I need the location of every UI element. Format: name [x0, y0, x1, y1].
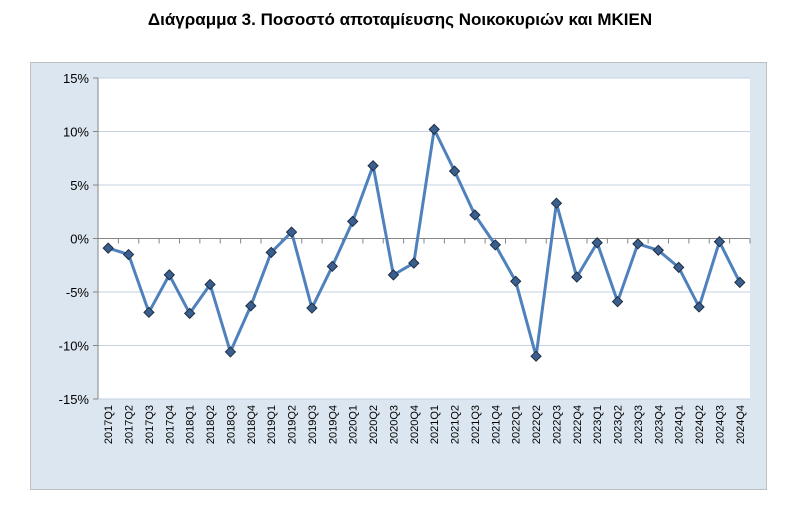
x-tick-label: 2024Q2 — [694, 405, 706, 444]
data-point-marker — [102, 242, 114, 254]
y-tick-label: -10% — [59, 339, 90, 354]
data-point-marker — [489, 239, 502, 251]
data-point-marker — [509, 275, 522, 288]
data-point-marker — [652, 244, 665, 256]
data-point-marker — [285, 226, 298, 238]
data-point-marker — [734, 276, 746, 289]
x-tick-label: 2021Q1 — [429, 405, 441, 444]
x-tick-label: 2022Q2 — [531, 405, 543, 444]
data-point-marker — [469, 209, 481, 221]
series-group — [102, 123, 746, 362]
x-tick-label: 2018Q3 — [225, 405, 237, 444]
data-point-marker — [306, 302, 318, 314]
data-point-marker — [143, 306, 155, 319]
x-tick-label: 2018Q4 — [246, 405, 258, 444]
data-point-marker — [571, 271, 583, 283]
x-tick-label: 2021Q4 — [490, 405, 502, 444]
data-point-marker — [530, 350, 542, 362]
data-point-marker — [245, 300, 257, 312]
data-point-marker — [550, 197, 563, 209]
x-tick-label: 2024Q4 — [735, 405, 747, 444]
x-tick-label: 2019Q3 — [307, 405, 319, 444]
data-point-marker — [387, 269, 400, 281]
x-tick-label: 2023Q2 — [613, 405, 625, 444]
x-tick-label: 2023Q3 — [633, 405, 645, 444]
data-point-marker — [408, 257, 420, 269]
data-point-marker — [122, 248, 135, 261]
data-point-marker — [632, 238, 644, 250]
y-tick-label: -15% — [59, 392, 90, 407]
x-tick-label: 2017Q2 — [124, 405, 136, 444]
y-tick-label: 0% — [70, 232, 89, 247]
data-point-marker — [693, 301, 705, 313]
data-point-marker — [183, 307, 196, 320]
x-tick-label: 2024Q1 — [674, 405, 686, 444]
data-point-marker — [448, 165, 461, 177]
x-axis-ticks: 2017Q1 2017Q2 2017Q3 2017Q4 2018Q1 2018Q2 2018… — [97, 238, 751, 444]
x-tick-label: 2019Q1 — [266, 405, 278, 444]
y-tick-label: 5% — [70, 178, 89, 193]
data-point-marker — [224, 346, 237, 358]
data-point-marker — [163, 269, 176, 281]
data-point-marker — [265, 246, 277, 259]
data-point-marker — [326, 260, 339, 273]
data-point-marker — [428, 123, 440, 136]
x-tick-label: 2018Q1 — [185, 405, 197, 444]
x-tick-label: 2020Q3 — [388, 405, 400, 444]
x-tick-label: 2019Q4 — [327, 405, 339, 444]
x-tick-label: 2017Q4 — [164, 405, 176, 444]
y-tick-label: -5% — [66, 285, 90, 300]
gridlines — [98, 77, 750, 400]
x-tick-label: 2022Q3 — [551, 405, 563, 444]
data-point-marker — [591, 237, 603, 249]
chart-title: Διάγραμμα 3. Ποσοστό αποταμίευσης Νοικοκ… — [147, 10, 653, 29]
x-tick-label: 2020Q2 — [368, 405, 380, 444]
data-point-marker — [346, 215, 359, 228]
data-point-marker — [204, 278, 216, 291]
x-tick-label: 2019Q2 — [287, 405, 299, 444]
x-tick-label: 2022Q4 — [572, 405, 584, 444]
x-tick-label: 2023Q4 — [653, 405, 665, 444]
data-point-marker — [611, 295, 624, 308]
x-tick-label: 2017Q3 — [144, 405, 156, 444]
x-tick-label: 2023Q1 — [592, 405, 604, 444]
x-tick-label: 2020Q4 — [409, 405, 421, 444]
x-tick-label: 2017Q1 — [103, 405, 115, 444]
series-line — [107, 127, 742, 358]
data-point-marker — [713, 236, 726, 248]
x-tick-label: 2020Q1 — [348, 405, 360, 444]
x-tick-label: 2021Q3 — [470, 405, 482, 444]
y-tick-label: 15% — [63, 71, 89, 86]
x-tick-label: 2018Q2 — [205, 405, 217, 444]
x-tick-label: 2022Q1 — [511, 405, 523, 444]
y-tick-label: 10% — [63, 125, 89, 140]
x-tick-label: 2024Q3 — [714, 405, 726, 444]
y-axis-ticks: 15% 10% 5% 0% -5% -10% -15% — [59, 71, 98, 407]
x-tick-label: 2021Q2 — [450, 405, 462, 444]
data-point-marker — [367, 160, 379, 172]
data-point-marker — [672, 261, 685, 274]
